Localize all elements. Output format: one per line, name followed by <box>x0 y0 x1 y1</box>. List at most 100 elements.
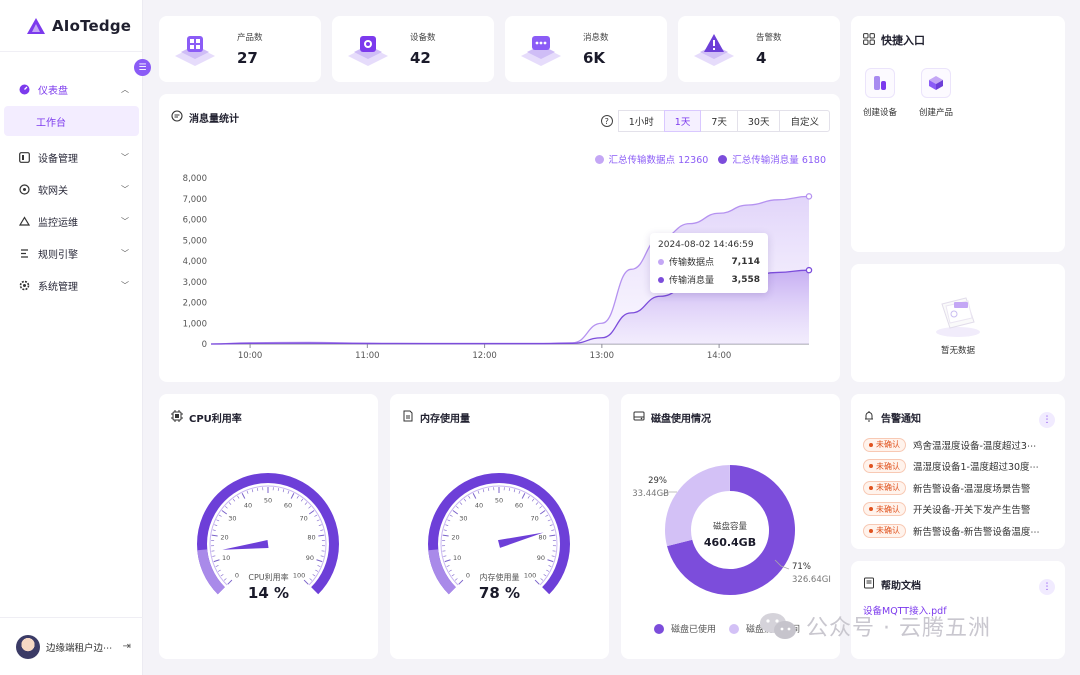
gauge-tick <box>316 559 323 563</box>
create-device-icon <box>865 68 895 98</box>
legend-item-datapoints[interactable]: 汇总传输数据点 12360 <box>594 152 708 166</box>
watermark-text: 公众号 · 云腾五洲 <box>806 616 991 641</box>
disk-free-pct: 29% <box>648 476 667 486</box>
gauge-tick <box>282 489 285 493</box>
chevron-down-icon: ﹀ <box>121 184 129 194</box>
status-badge: 未确认 <box>863 480 906 495</box>
y-tick-label: 6,000 <box>183 216 207 226</box>
docs-more-button[interactable]: ⋮ <box>1039 579 1055 595</box>
gauge-tick <box>535 502 539 505</box>
chat-icon <box>171 110 183 125</box>
gauge-inner-ring <box>209 485 327 586</box>
gauge-tick-label: 30 <box>228 515 236 523</box>
logout-icon[interactable]: ⇥ <box>122 641 131 652</box>
gauge-tick <box>315 569 319 572</box>
sidebar-menu: 仪表盘 ︿ 工作台 设备管理 ﹀ 软网关 ﹀ 监控运维 ﹀ <box>0 74 143 302</box>
alert-item[interactable]: 未确认 新告警设备-新告警设备温度⋯ <box>863 520 1055 542</box>
disk-used-leader <box>774 559 790 570</box>
gauge-tick <box>317 565 321 567</box>
x-tick-label: 12:00 <box>472 351 497 361</box>
gauge-tick <box>548 565 552 567</box>
gauge-tick-label: 0 <box>235 572 239 580</box>
y-tick-label: 1,000 <box>183 319 207 329</box>
product-icon <box>175 36 215 66</box>
gauge-tick <box>449 514 453 517</box>
gauge-tick <box>446 565 450 567</box>
gauge-tick <box>442 534 449 537</box>
logo[interactable]: AIoTedge <box>0 0 142 52</box>
alert-item[interactable]: 未确认 新告警设备-温湿度场景告警 <box>863 477 1055 499</box>
alert-item[interactable]: 未确认 温湿度设备1-温度超过30度⋯ <box>863 456 1055 478</box>
gauge-tick <box>304 502 308 505</box>
gauge-tick <box>296 495 299 499</box>
stat-value: 4 <box>756 49 767 67</box>
alerts-more-button[interactable]: ⋮ <box>1039 412 1055 428</box>
gauge-tick <box>456 506 459 509</box>
disk-title: 磁盘使用情况 <box>633 410 711 425</box>
settings-icon <box>18 279 30 291</box>
alert-list: 未确认 鸡舍温湿度设备-温度超过3⋯ 未确认 温湿度设备1-温度超过30度⋯ 未确认… <box>863 434 1055 542</box>
empty-text: 暂无数据 <box>940 346 975 356</box>
alert-item[interactable]: 未确认 开关设备-开关下发产生告警 <box>863 499 1055 521</box>
help-icon[interactable]: ? <box>600 115 613 127</box>
legend-disk-used[interactable]: 磁盘已使用 <box>654 622 716 635</box>
range-1d-button[interactable]: 1天 <box>663 110 702 132</box>
quick-item-label: 创建产品 <box>919 108 954 118</box>
gauge-tick <box>308 510 315 515</box>
status-badge: 未确认 <box>863 437 906 452</box>
alerts-title: 告警通知 <box>863 410 921 425</box>
tooltip-label: 传输数据点 <box>669 258 715 268</box>
create-product-button[interactable]: 创建产品 <box>919 68 953 118</box>
stat-card-messages: 消息数 6K <box>505 16 667 82</box>
watermark: 公众号 · 云腾五洲 <box>758 610 991 642</box>
legend-dot <box>594 154 604 164</box>
alert-item[interactable]: 未确认 鸡舍温湿度设备-温度超过3⋯ <box>863 434 1055 456</box>
x-tick-label: 13:00 <box>590 351 615 361</box>
sidebar-item-label: 软网关 <box>38 185 68 197</box>
quick-entry-title: 快捷入口 <box>863 32 925 48</box>
gauge-tick <box>508 487 510 492</box>
create-device-button[interactable]: 创建设备 <box>863 68 897 118</box>
sidebar-item-gateway[interactable]: 软网关 ﹀ <box>0 174 143 204</box>
gauge-tick-label: 30 <box>459 515 467 523</box>
gauge-tick-label: 10 <box>222 554 230 562</box>
sidebar-item-device[interactable]: 设备管理 ﹀ <box>0 142 143 172</box>
alert-text: 开关设备-开关下发产生告警 <box>913 505 1031 517</box>
gauge-tick <box>459 502 463 505</box>
gauge-tick <box>223 578 227 581</box>
sidebar-item-monitor[interactable]: 监控运维 ﹀ <box>0 206 143 236</box>
gauge-tick <box>212 555 216 557</box>
gauge-tick <box>220 574 224 577</box>
legend-dot <box>729 623 739 634</box>
avatar[interactable] <box>16 634 40 659</box>
gauge-tick <box>221 510 228 515</box>
tooltip-value: 7,114 <box>731 256 760 267</box>
disk-donut <box>662 465 795 595</box>
gauge-tick <box>518 490 521 494</box>
y-tick-label: 5,000 <box>183 236 207 246</box>
message-area-chart: 8,000 7,000 6,000 5,000 4,000 3,000 2,000 1,000… <box>183 174 813 361</box>
gauge-tick <box>246 490 249 494</box>
gauge-tick <box>546 569 550 572</box>
gauge-value: 14 % <box>247 584 290 602</box>
sidebar-item-dashboard[interactable]: 仪表盘 ︿ <box>0 74 143 104</box>
gauge-outer-ring-start <box>428 549 457 595</box>
x-tick-label: 10:00 <box>238 351 263 361</box>
sidebar-subitem-workbench[interactable]: 工作台 <box>4 106 139 136</box>
stat-value: 42 <box>410 49 431 67</box>
alert-icon <box>694 34 734 66</box>
legend-item-messages[interactable]: 汇总传输消息量 6180 <box>718 152 826 166</box>
gauge-tick <box>314 514 318 517</box>
gauge-tick <box>241 492 246 499</box>
gauge-tick <box>237 495 240 499</box>
sidebar-item-system[interactable]: 系统管理 ﹀ <box>0 270 143 300</box>
doc-link-mqtt[interactable]: 设备MQTT接入.pdf <box>863 606 947 617</box>
alerts-card: 告警通知 ⋮ 未确认 鸡舍温湿度设备-温度超过3⋯ 未确认 温湿度设备1-温度超过3… <box>851 394 1065 549</box>
sidebar-collapse-button[interactable]: ☰ <box>134 59 151 76</box>
sidebar-item-rule[interactable]: 规则引擎 ﹀ <box>0 238 143 268</box>
memory-gauge: 0 10 20 30 40 50 60 70 80 90 100 <box>428 473 570 595</box>
gauge-tick <box>257 487 259 492</box>
gauge-tick <box>443 555 447 557</box>
gauge-tick <box>218 514 222 517</box>
range-custom-button[interactable]: 自定义 <box>779 110 830 132</box>
